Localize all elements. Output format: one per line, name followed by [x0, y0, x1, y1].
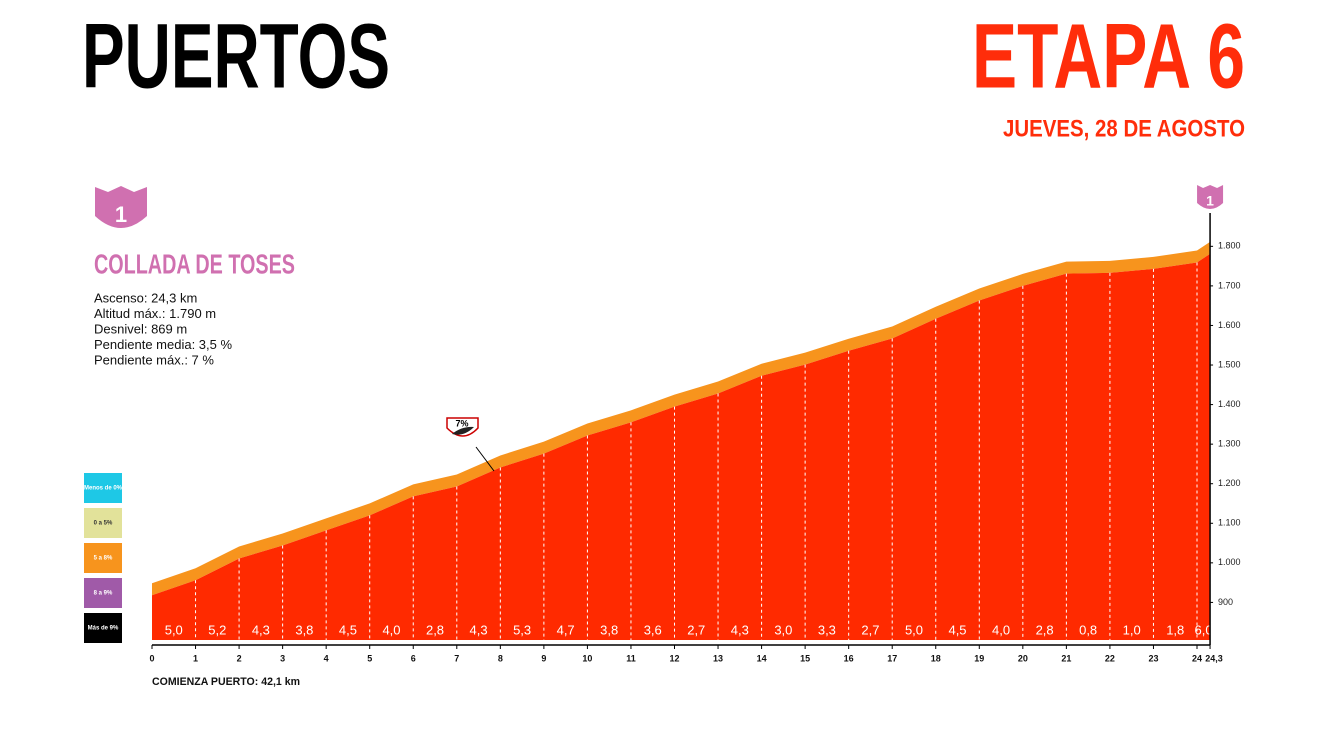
stage-title: ETAPA 6	[972, 5, 1245, 107]
legend-label: Más de 9%	[88, 626, 119, 632]
gradient-label: 4,7	[557, 622, 575, 637]
gradient-label: 4,3	[470, 622, 488, 637]
x-tick-label: 21	[1061, 653, 1071, 663]
climb-badge	[95, 186, 147, 228]
climb-stat: Pendiente media: 3,5 %	[94, 337, 232, 352]
gradient-label: 3,3	[818, 622, 836, 637]
legend: Menos de 0% 0 a 5% 5 a 8% 8 a 9% Más de 9%	[84, 473, 123, 643]
legend-swatch	[84, 578, 122, 608]
gradient-label: 3,0	[774, 622, 792, 637]
legend-label: 5 a 8%	[94, 556, 113, 562]
summit-number: 1	[1206, 193, 1214, 209]
x-tick-label: 16	[844, 653, 854, 663]
gradient-label: 1,8	[1166, 622, 1184, 637]
x-tick-label: 8	[498, 653, 503, 663]
gradient-label: 5,3	[513, 622, 531, 637]
gradient-label: 0,8	[1079, 622, 1097, 637]
gradient-label: 6,0	[1194, 622, 1212, 637]
y-tick-label: 900	[1218, 597, 1233, 607]
x-tick-label: 12	[669, 653, 679, 663]
x-tick-label: 6	[411, 653, 416, 663]
gradient-label: 1,0	[1123, 622, 1141, 637]
annotation: 7%	[455, 418, 468, 428]
profile-chart: 0 1 2 3 4 5 6 7 8 9 10 11 12 13 14 15 16 17 18 19 20 21 22 23 24…	[149, 185, 1241, 688]
climb-name: COLLADA DE TOSES	[94, 248, 295, 279]
climb-number: 1	[115, 202, 127, 227]
y-tick-label: 1.100	[1218, 518, 1241, 528]
gradient-label: 4,3	[731, 622, 749, 637]
max-gradient-badge	[446, 417, 479, 437]
x-tick-label: 11	[626, 653, 636, 663]
y-tick-label: 1.200	[1218, 478, 1241, 488]
legend-swatch	[84, 508, 122, 538]
gradient-label: 2,8	[426, 622, 444, 637]
x-tick-label: 13	[713, 653, 723, 663]
x-tick-label: 10	[582, 653, 592, 663]
max-gradient-icon	[452, 426, 474, 435]
x-tick-label: 22	[1105, 653, 1115, 663]
gradient-label: 5,2	[208, 622, 226, 637]
y-tick-label: 1.300	[1218, 439, 1241, 449]
legend-label: 8 a 9%	[94, 591, 113, 597]
gradient-label: 3,6	[644, 622, 662, 637]
x-tick-label: 9	[541, 653, 546, 663]
gradient-label: 2,7	[861, 622, 879, 637]
profile-area	[152, 253, 1211, 640]
y-tick-label: 1.600	[1218, 320, 1241, 330]
gradient-label: 4,5	[948, 622, 966, 637]
gradient-label: 4,0	[382, 622, 400, 637]
x-tick-label: 19	[974, 653, 984, 663]
legend-swatch	[84, 543, 122, 573]
summit-badge	[1197, 185, 1224, 209]
gradient-label: 4,0	[992, 622, 1010, 637]
gradient-label: 5,0	[165, 622, 183, 637]
climb-stat: Ascenso: 24,3 km	[94, 290, 197, 305]
climb-stat: Pendiente máx.: 7 %	[94, 352, 214, 367]
x-tick-label: 1	[193, 653, 198, 663]
gradient-label: 3,8	[295, 622, 313, 637]
footnote: COMIENZA PUERTO: 42,1 km	[152, 676, 300, 688]
x-tick-label: 24	[1192, 653, 1202, 663]
x-tick-label: 17	[887, 653, 897, 663]
x-tick-label: 3	[280, 653, 285, 663]
gradient-label: 3,8	[600, 622, 618, 637]
y-tick-label: 1.800	[1218, 241, 1241, 251]
x-tick-label: 20	[1018, 653, 1028, 663]
legend-swatch	[84, 613, 122, 643]
gradient-label: 4,3	[252, 622, 270, 637]
gradient-label: 4,5	[339, 622, 357, 637]
y-tick-label: 1.400	[1218, 399, 1241, 409]
x-tick-label: 5	[367, 653, 372, 663]
gradient-label: 2,8	[1036, 622, 1054, 637]
x-tick-label: 14	[757, 653, 767, 663]
climb-stat: Desnivel: 869 m	[94, 321, 187, 336]
climb-stat: Altitud máx.: 1.790 m	[94, 306, 216, 321]
y-tick-label: 1.500	[1218, 359, 1241, 369]
page-title: PUERTOS	[82, 5, 390, 107]
y-tick-label: 1.700	[1218, 280, 1241, 290]
x-tick-label: 23	[1148, 653, 1158, 663]
max-gradient-pointer	[475, 446, 495, 472]
x-tick-label: 7	[454, 653, 459, 663]
gradient-label: 2,7	[687, 622, 705, 637]
gradient-label: 5,0	[905, 622, 923, 637]
legend-swatch	[84, 473, 122, 503]
x-tick-label: 2	[237, 653, 242, 663]
x-tick-label: 0	[149, 653, 154, 663]
x-tick-label: 18	[931, 653, 941, 663]
stage-date: JUEVES, 28 DE AGOSTO	[1003, 115, 1245, 142]
x-tick-label: 24,3	[1205, 653, 1223, 663]
x-tick-label: 4	[324, 653, 329, 663]
y-tick-label: 1.000	[1218, 557, 1241, 567]
legend-label: 0 a 5%	[94, 521, 113, 527]
x-tick-label: 15	[800, 653, 810, 663]
legend-label: Menos de 0%	[84, 486, 123, 492]
